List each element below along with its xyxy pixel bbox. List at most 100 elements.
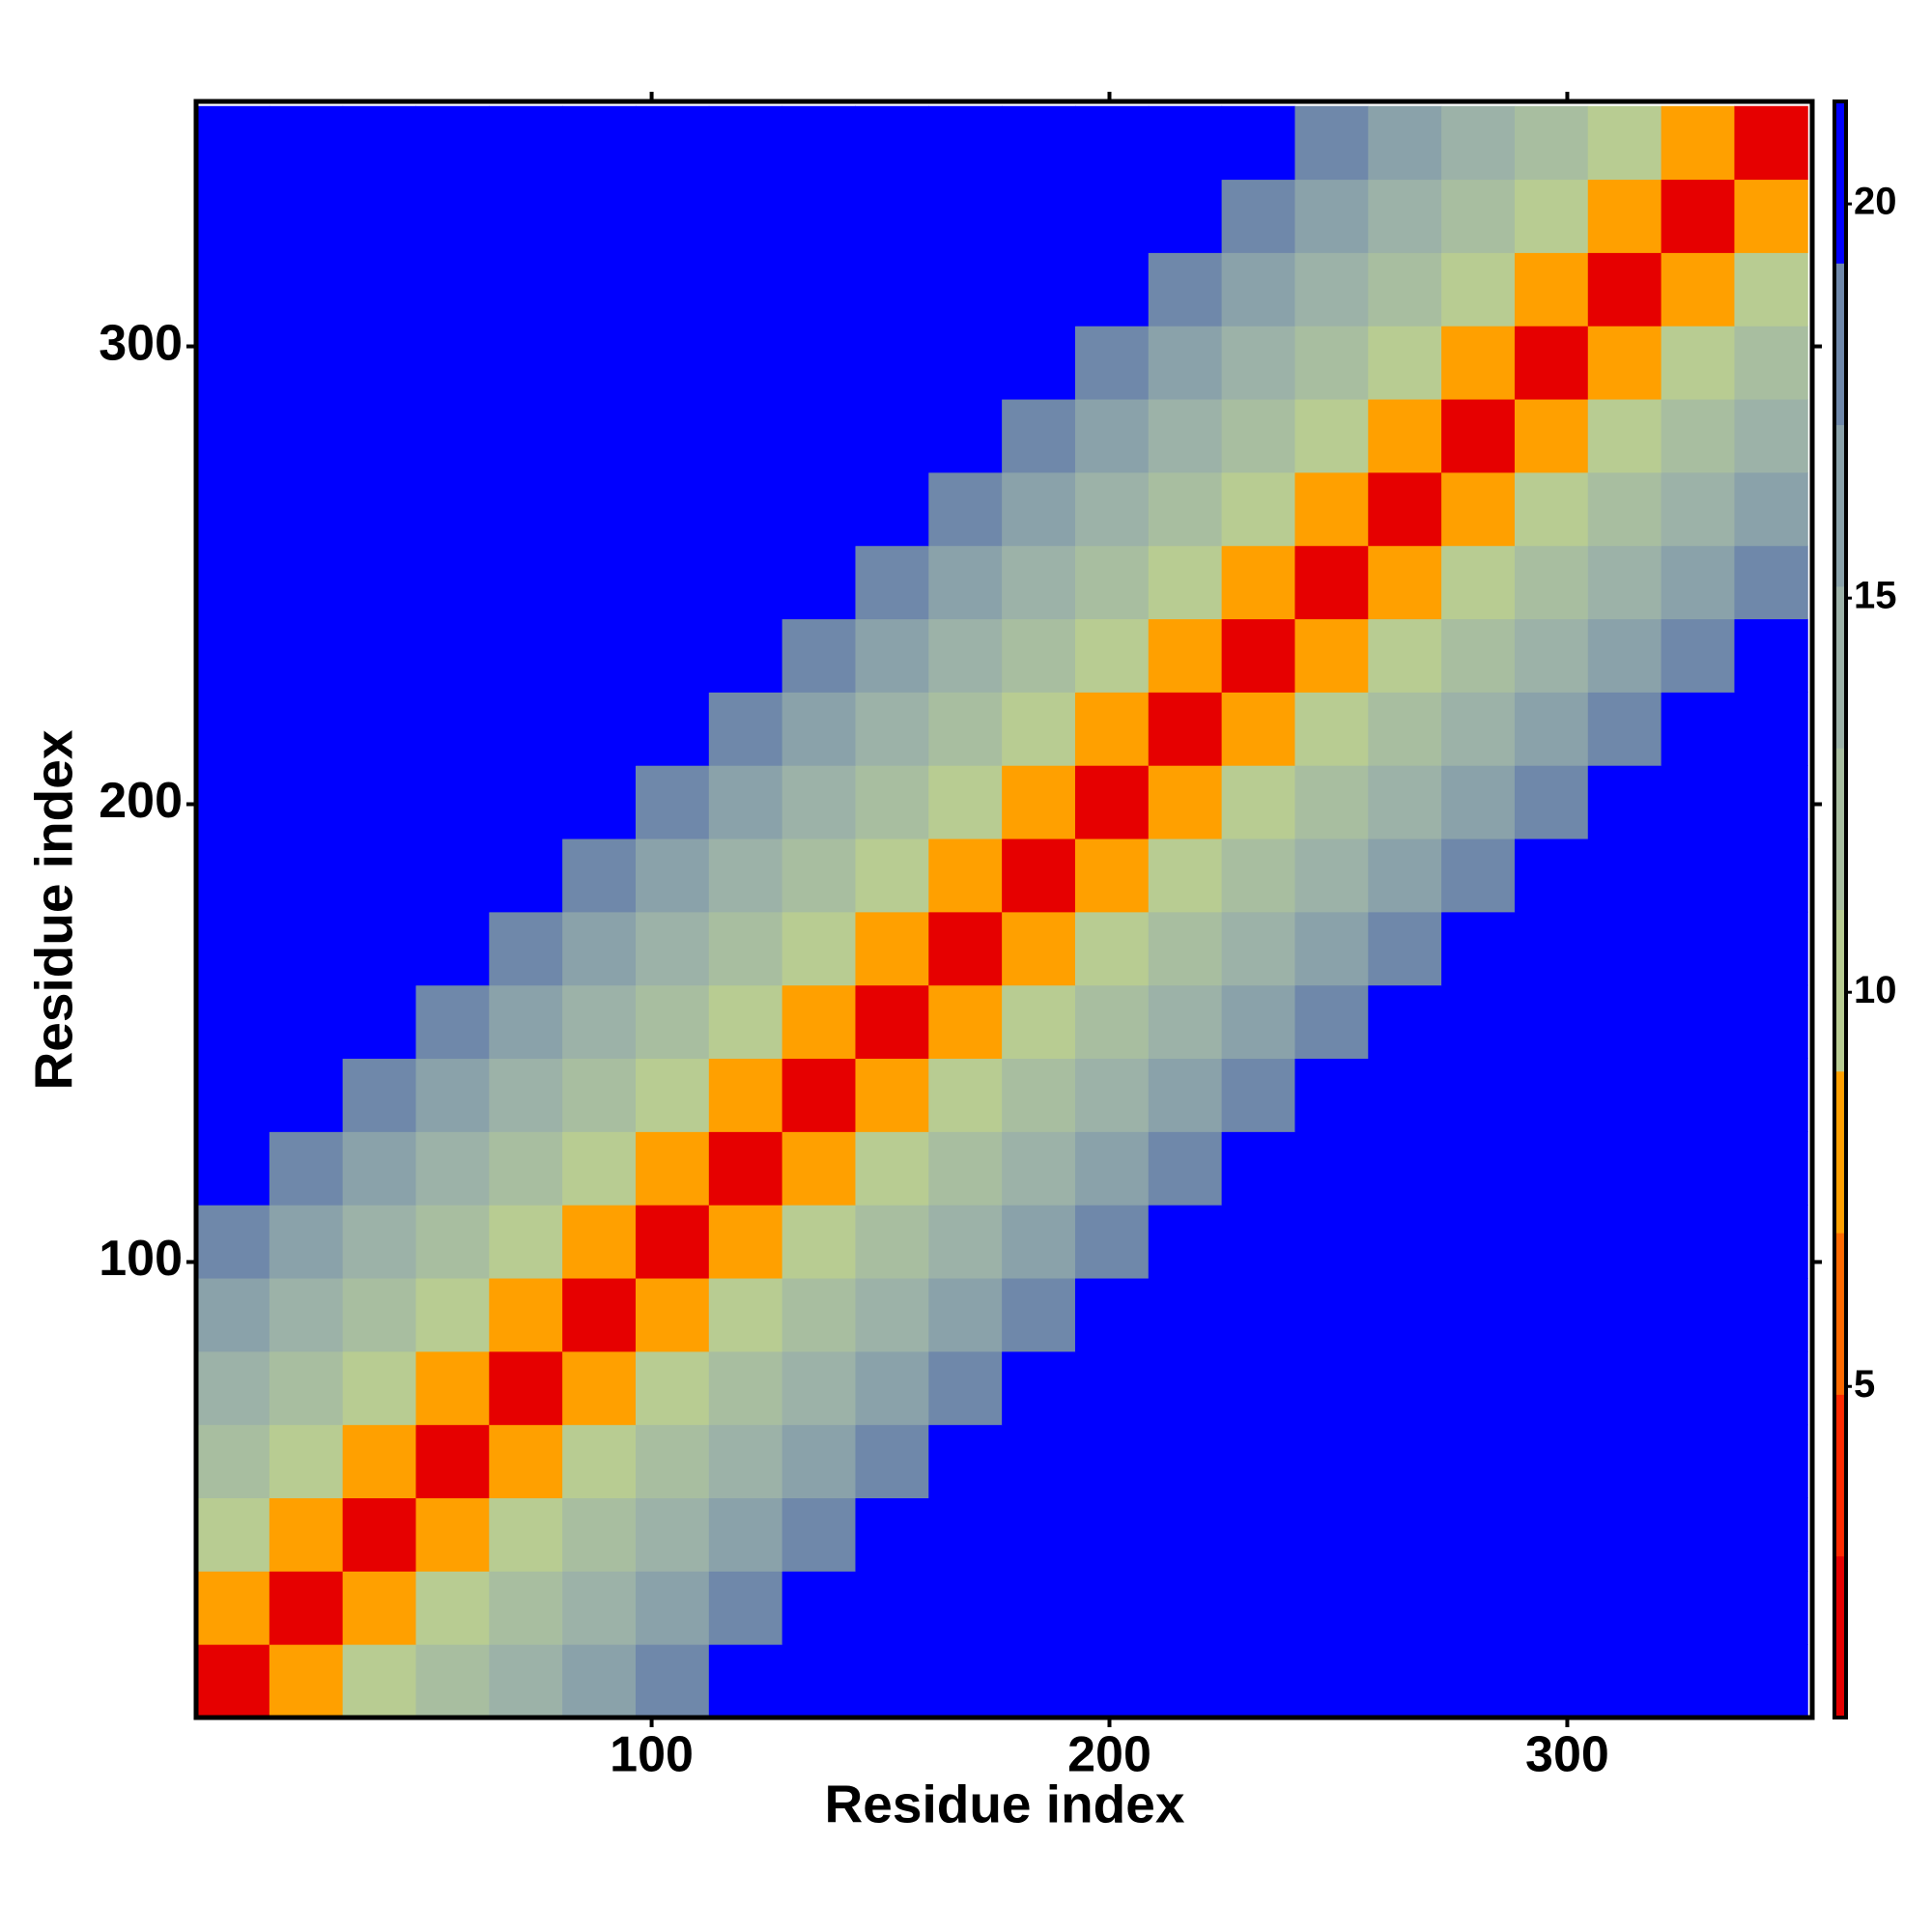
heatmap-cell [928, 326, 1003, 400]
heatmap-cell [1441, 326, 1516, 400]
heatmap-cell [1514, 1205, 1589, 1279]
heatmap-cell [928, 179, 1003, 253]
heatmap-cell [415, 105, 490, 181]
heatmap-cell [1368, 1497, 1442, 1572]
heatmap-cell [562, 1644, 637, 1718]
heatmap-cell [415, 692, 490, 766]
heatmap-cell [635, 1058, 710, 1132]
heatmap-cell [1294, 765, 1369, 839]
heatmap-cell [1587, 252, 1662, 327]
x-tick-label: 100 [610, 1727, 694, 1783]
heatmap-cell [1148, 1497, 1223, 1572]
heatmap-cell [562, 984, 637, 1060]
colorbar-tick-label: 20 [1854, 181, 1897, 223]
heatmap-cell [1368, 1571, 1442, 1645]
heatmap-cell [1074, 471, 1150, 547]
heatmap-cell [415, 399, 490, 473]
heatmap-cell [1074, 1131, 1150, 1206]
heatmap-cell [1514, 545, 1589, 620]
heatmap-cell [415, 1424, 490, 1499]
heatmap-cell [489, 252, 563, 327]
heatmap-cell [635, 1644, 710, 1718]
heatmap-cell [708, 1424, 783, 1499]
heatmap-cell [1148, 326, 1223, 400]
heatmap-cell [1074, 326, 1150, 400]
heatmap-cell [1368, 1131, 1442, 1206]
heatmap-cell [1148, 1278, 1223, 1352]
heatmap-cell [489, 911, 563, 986]
heatmap-cell [1441, 618, 1516, 693]
heatmap-cell [928, 545, 1003, 620]
heatmap-cell [1074, 545, 1150, 620]
heatmap-cell [1002, 1131, 1076, 1206]
x-tick-label: 300 [1525, 1727, 1609, 1783]
heatmap-cell [928, 618, 1003, 693]
colorbar-segment [1834, 1394, 1846, 1557]
heatmap-cell [1221, 911, 1295, 986]
heatmap-cell [1661, 838, 1735, 913]
heatmap-cell [196, 984, 270, 1060]
heatmap-cell [1074, 1205, 1150, 1279]
heatmap-cell [1148, 1644, 1223, 1718]
heatmap-cell [1514, 1350, 1589, 1426]
heatmap-cell [1002, 765, 1076, 839]
heatmap-cell [1148, 399, 1223, 473]
heatmap-cell [1514, 1644, 1589, 1718]
heatmap-cell [708, 1278, 783, 1352]
heatmap-cell [928, 1644, 1003, 1718]
heatmap-cell [562, 692, 637, 766]
heatmap-cell [708, 545, 783, 620]
heatmap-cell [1368, 1205, 1442, 1279]
heatmap-cell [855, 765, 929, 839]
heatmap-cell [1294, 1497, 1369, 1572]
heatmap-cell [269, 911, 344, 986]
heatmap-cell [1734, 1058, 1808, 1132]
colorbar-segment [1834, 585, 1846, 749]
heatmap-cell [1514, 765, 1589, 839]
colorbar-tick-label: 10 [1854, 969, 1897, 1011]
heatmap-cell [489, 1058, 563, 1132]
heatmap-cell [1074, 179, 1150, 253]
heatmap-cell [1221, 984, 1295, 1060]
heatmap-cell [635, 1571, 710, 1645]
heatmap-cell [1148, 1058, 1223, 1132]
heatmap-cell [635, 765, 710, 839]
heatmap-cell [342, 838, 416, 913]
heatmap-cell [1661, 179, 1735, 253]
heatmap-cell [196, 179, 270, 253]
heatmap-cell [708, 911, 783, 986]
heatmap-cell [1148, 105, 1223, 181]
heatmap-cell [269, 545, 344, 620]
heatmap-cell [269, 1644, 344, 1718]
heatmap-cell [781, 1131, 856, 1206]
heatmap-cell [1002, 1571, 1076, 1645]
heatmap-cell [342, 545, 416, 620]
heatmap-cell [1441, 984, 1516, 1060]
heatmap-cell [1734, 984, 1808, 1060]
heatmap-cell [1368, 179, 1442, 253]
heatmap-cell [269, 179, 344, 253]
colorbar-frame [1833, 99, 1848, 1719]
heatmap-cell [1221, 399, 1295, 473]
heatmap-cell [1294, 1278, 1369, 1352]
heatmap-cell [342, 105, 416, 181]
colorbar-segment [1834, 748, 1846, 910]
heatmap-cell [342, 471, 416, 547]
heatmap-cell [1294, 399, 1369, 473]
heatmap-cell [1661, 1350, 1735, 1426]
heatmap-cell [1587, 911, 1662, 986]
heatmap-cell [928, 1571, 1003, 1645]
heatmap-cell [1294, 1644, 1369, 1718]
heatmap-cell [1002, 399, 1076, 473]
heatmap-cell [855, 838, 929, 913]
heatmap-cell [1441, 765, 1516, 839]
heatmap-cell [708, 984, 783, 1060]
heatmap-cell [1368, 545, 1442, 620]
heatmap-cell [415, 1205, 490, 1279]
heatmap-cell [855, 1497, 929, 1572]
heatmap-cell [415, 1571, 490, 1645]
heatmap-cell [1587, 618, 1662, 693]
heatmap-cell [1661, 1424, 1735, 1499]
heatmap-cell [855, 1350, 929, 1426]
heatmap-cell [1587, 1644, 1662, 1718]
